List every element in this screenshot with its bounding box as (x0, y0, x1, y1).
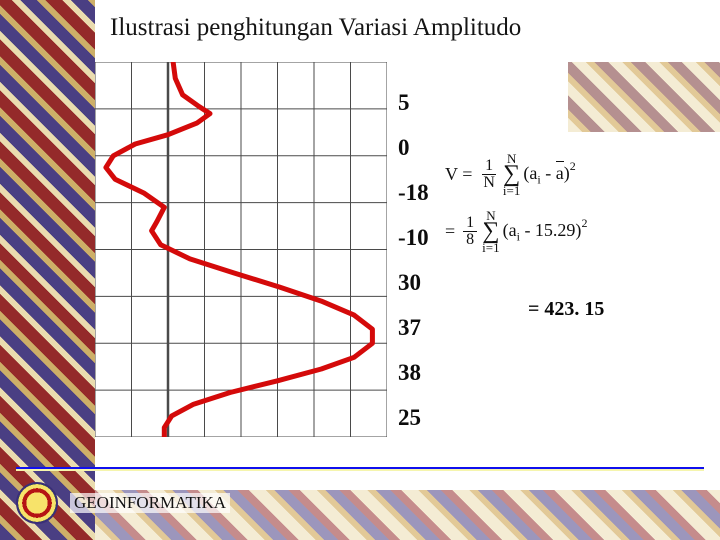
amplitude-value: 37 (398, 305, 429, 350)
formula-row-2: = 1 8 N ∑ i=1 (ai - 15.29)2 (445, 209, 587, 254)
formula-term-2: (ai - 15.29)2 (503, 218, 588, 245)
amplitude-value: 25 (398, 395, 429, 440)
slide-title: Ilustrasi penghitungan Variasi Amplitudo (110, 14, 521, 42)
formula-lhs: V (445, 164, 458, 184)
horizontal-rule (16, 467, 704, 471)
logo-icon (16, 482, 58, 524)
variance-formula: V = 1 N N ∑ i=1 (ai - a)2 = 1 8 N ∑ (445, 152, 587, 266)
formula-row-1: V = 1 N N ∑ i=1 (ai - a)2 (445, 152, 587, 197)
formula-term-1: (ai - a)2 (523, 161, 575, 188)
amplitude-value: 5 (398, 80, 429, 125)
amplitude-value: 30 (398, 260, 429, 305)
footer: GEOINFORMATIKA (16, 482, 230, 524)
amplitude-value-list: 50-18-1030373825 (398, 80, 429, 440)
fraction-1-over-N: 1 N (480, 158, 498, 191)
slide: Ilustrasi penghitungan Variasi Amplitudo… (0, 0, 720, 540)
sigma-block-2: N ∑ i=1 (482, 209, 499, 254)
amplitude-value: -18 (398, 170, 429, 215)
amplitude-chart (95, 62, 387, 437)
amplitude-value: 38 (398, 350, 429, 395)
amplitude-value: 0 (398, 125, 429, 170)
footer-text: GEOINFORMATIKA (70, 493, 230, 513)
chart-svg (95, 62, 387, 437)
fraction-1-over-8: 1 8 (463, 215, 477, 248)
variance-result: = 423. 15 (528, 298, 604, 321)
amplitude-value: -10 (398, 215, 429, 260)
sigma-block-1: N ∑ i=1 (503, 152, 520, 197)
